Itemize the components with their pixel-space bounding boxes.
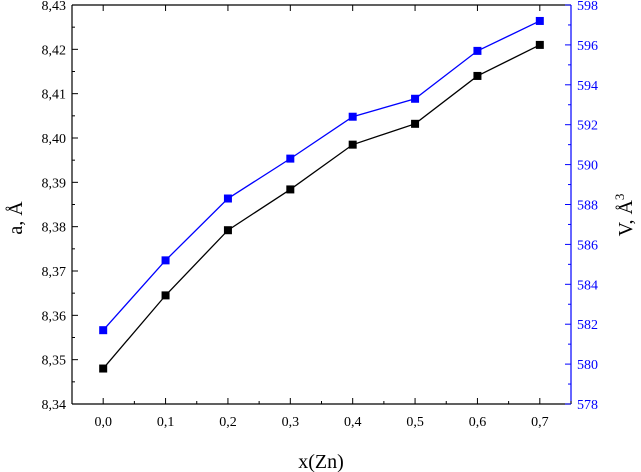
- y-right-tick-label: 592: [577, 119, 598, 134]
- y-right-tick-label: 594: [577, 79, 598, 94]
- data-point-lattice-a: [286, 185, 295, 194]
- data-point-volume: [99, 326, 108, 335]
- data-point-volume: [473, 46, 482, 55]
- y-right-tick-label: 580: [577, 358, 598, 373]
- y-left-tick-label: 8,35: [42, 354, 67, 369]
- y-left-tick-label: 8,36: [42, 309, 67, 324]
- data-point-lattice-a: [473, 71, 482, 80]
- y-left-tick-label: 8,39: [42, 176, 67, 191]
- y-right-tick-label: 596: [577, 39, 598, 54]
- series-layer: [99, 16, 544, 373]
- x-axis-title: x(Zn): [298, 451, 344, 472]
- y-right-tick-label: 598: [577, 0, 598, 14]
- x-tick-label: 0,4: [344, 415, 362, 430]
- y-right-tick-label: 590: [577, 159, 598, 174]
- y-left-tick-label: 8,38: [42, 221, 67, 236]
- y-right-axis-title-text: V, Å: [615, 200, 637, 237]
- y-left-tick-label: 8,40: [42, 132, 67, 147]
- x-tick-label: 0,0: [94, 415, 112, 430]
- data-point-lattice-a: [535, 40, 544, 49]
- x-tick-label: 0,7: [531, 415, 549, 430]
- data-point-lattice-a: [161, 291, 170, 300]
- y-left-tick-label: 8,41: [42, 88, 67, 103]
- y-left-tick-label: 8,37: [42, 265, 67, 280]
- axes: 0,0 0,1 0,2 0,3 0,4 0,5 0,6 0,7 8,34 8,35 8,36 8,37…: [42, 0, 599, 430]
- y-left-tick-label: 8,34: [42, 398, 67, 413]
- y-left-axis-title: a, Å: [5, 201, 27, 235]
- data-point-volume: [286, 154, 295, 163]
- data-point-lattice-a: [223, 226, 232, 235]
- y-left-tick-label: 8,42: [42, 43, 67, 58]
- y-right-axis-title-superscript: 3: [612, 194, 627, 201]
- data-point-lattice-a: [411, 119, 420, 128]
- x-tick-label: 0,2: [219, 415, 237, 430]
- data-point-volume: [535, 16, 544, 25]
- y-right-tick-label: 586: [577, 238, 598, 253]
- series-line-volume: [102, 20, 541, 331]
- x-tick-label: 0,6: [469, 415, 487, 430]
- data-point-volume: [348, 112, 357, 121]
- y-left-tick-label: 8,43: [42, 0, 67, 14]
- y-right-tick-label: 582: [577, 318, 598, 333]
- data-point-volume: [161, 256, 170, 265]
- y-right-tick-label: 588: [577, 199, 598, 214]
- data-point-lattice-a: [348, 140, 357, 149]
- series-line-lattice-a: [102, 44, 541, 369]
- y-right-tick-label: 584: [577, 278, 598, 293]
- x-tick-label: 0,5: [406, 415, 424, 430]
- x-tick-label: 0,3: [282, 415, 300, 430]
- data-point-volume: [411, 94, 420, 103]
- x-tick-label: 0,1: [157, 415, 175, 430]
- y-right-tick-label: 578: [577, 398, 598, 413]
- y-right-axis-title: V, Å3: [612, 194, 637, 237]
- data-point-volume: [223, 194, 232, 203]
- data-point-lattice-a: [99, 364, 108, 373]
